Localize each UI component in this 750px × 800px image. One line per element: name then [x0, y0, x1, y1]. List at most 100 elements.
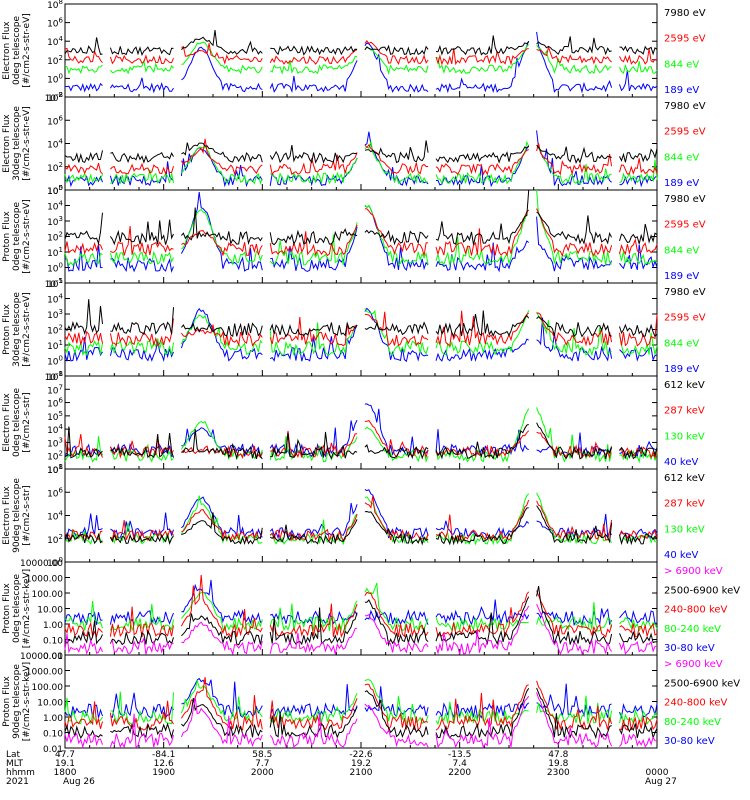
time-row-header: MLT [6, 759, 24, 769]
y-tick-label: 106 [47, 486, 63, 499]
legend-entry: 2595 eV [664, 313, 706, 324]
y-tick-label: 10-1 [45, 370, 63, 383]
time-row-header: Lat [6, 750, 21, 760]
y-tick-label: 108 [47, 0, 63, 11]
y-tick-label: 10.00 [37, 699, 63, 709]
y-tick-label: 102 [47, 533, 63, 546]
y-tick-label: 101 [47, 463, 63, 476]
legend-entry: 2500-6900 keV [664, 678, 740, 689]
y-axis-title-line: [#/cm2-s-str-keV] [22, 569, 32, 648]
y-axis-title: TEDProton Flux0deg telescope[#/cm2-s-str… [0, 199, 32, 274]
y-tick-label: 107 [47, 383, 63, 396]
y-axis-title: MEPEDElectron Flux0deg telescope[#/cm2-s… [0, 388, 32, 458]
legend-entry: 7980 eV [664, 287, 706, 298]
y-axis-title-line: [#/cm2-s-str-eV] [22, 106, 32, 181]
series-line-80-240-kev [64, 679, 658, 726]
y-axis-title-line: TED [0, 134, 2, 153]
y-axis-title-line: 90deg telescope [12, 664, 22, 739]
panel-3: 10-1 100 101 102 103 104 105 TEDProton Flux0deg… [0, 184, 706, 290]
y-axis-title-line: 90deg telescope [12, 478, 22, 553]
y-tick-label: 0.01 [43, 745, 63, 755]
series-line-844-ev [64, 307, 658, 357]
legend-entry: 287 keV [664, 406, 705, 417]
y-tick-label: 0.10 [43, 730, 63, 740]
y-tick-label: 105 [47, 410, 63, 423]
panel-4: 10-1 100 101 102 103 104 105 TEDProton Flux30de… [0, 277, 706, 383]
time-tick-lat: 47.7 [55, 750, 75, 760]
series-line-2595-ev [64, 208, 658, 258]
time-row-header: 2021 [6, 777, 29, 787]
y-tick-label: 104 [47, 423, 63, 436]
y-axis-title-line: [#/cm2-s-str] [22, 485, 32, 545]
legend-entry: 130 keV [664, 431, 705, 442]
date-end: Aug 27 [645, 777, 677, 787]
series-line-80-240-kev [64, 582, 658, 632]
y-tick-label: 105 [47, 277, 63, 290]
y-axis-title-line: 30deg telescope [12, 106, 22, 181]
legend-entry: 844 eV [664, 59, 699, 70]
y-tick-label: 103 [47, 215, 63, 228]
legend-entry: 40 keV [664, 550, 698, 561]
legend-entry: 7980 eV [664, 8, 706, 19]
y-axis-title-line: 0deg telescope [12, 16, 22, 86]
time-tick-hhmm: 1900 [152, 768, 175, 778]
series-line-40-kev [64, 403, 658, 459]
legend-entry: 240-800 keV [664, 698, 728, 709]
y-axis-title-line: Electron Flux [2, 486, 12, 545]
series-line-189-ev [64, 192, 658, 273]
y-tick-label: 106 [47, 17, 63, 30]
series-line-240-800-kev [64, 574, 658, 639]
time-tick-mlt: 19.8 [548, 759, 568, 769]
y-tick-label: 100 [47, 556, 63, 569]
y-axis-title-line: Electron Flux [2, 393, 12, 452]
series-line-612-kev [64, 422, 658, 460]
y-axis-title-line: MEPED [0, 500, 2, 532]
y-tick-label: 10000.00 [20, 652, 63, 662]
time-tick-lat: -13.5 [448, 750, 471, 760]
series-line-287-kev [64, 420, 658, 460]
time-tick-lat: 58.5 [252, 750, 272, 760]
y-tick-label: 102 [47, 161, 63, 174]
y-axis-title-line: TED [0, 227, 2, 246]
y-axis-title-line: TED [0, 41, 2, 60]
legend-entry: 189 eV [664, 271, 699, 282]
legend-entry: 7980 eV [664, 194, 706, 205]
time-row-header: hhmm [6, 768, 35, 778]
y-tick-label: 104 [47, 138, 63, 151]
y-axis-title-line: [#/cm2-s-str-eV] [22, 292, 32, 367]
series-line-844-ev [64, 41, 658, 76]
series-line-2595-ev [64, 39, 658, 66]
series-line-130-kev [64, 492, 658, 546]
y-tick-label: 100 [47, 184, 63, 197]
time-tick-lat: -22.6 [349, 750, 373, 760]
series-line-7980-ev [64, 299, 658, 338]
y-tick-label: 1000.00 [26, 668, 63, 678]
time-tick-mlt: 12.6 [154, 759, 174, 769]
time-tick-hhmm: 2100 [350, 768, 373, 778]
y-axis-title: TEDProton Flux30deg telescope[#/cm2-s-st… [0, 292, 32, 367]
y-axis-title: TEDElectron Flux0deg telescope[#/cm2-s-s… [0, 13, 32, 88]
y-tick-label: 102 [47, 231, 63, 244]
y-tick-label: 104 [47, 510, 63, 523]
series-line-2595-ev [64, 138, 658, 176]
y-axis-title-line: MEPED [0, 686, 2, 718]
y-tick-label: 1.00 [43, 714, 63, 724]
y-tick-label: 100 [47, 72, 63, 85]
y-axis-title-line: [#/cm2-s-str-eV] [22, 199, 32, 274]
time-tick-hhmm: 1800 [54, 768, 77, 778]
y-axis-title-line: Proton Flux [2, 304, 12, 355]
time-tick-hhmm: 2200 [448, 768, 471, 778]
panel-frame [64, 654, 658, 749]
y-axis-title-line: Proton Flux [2, 211, 12, 262]
series-line-189-ev [64, 31, 658, 94]
y-axis-title-line: TED [0, 320, 2, 339]
y-axis-title-line: [#/cm2-s-str] [22, 392, 32, 452]
y-tick-label: 0.01 [43, 652, 63, 662]
y-axis-title: TEDElectron Flux30deg telescope[#/cm2-s-… [0, 106, 32, 181]
panel-8: 0.010.101.0010.00100.001000.0010000.00ME… [0, 652, 740, 755]
legend-entry: 80-240 keV [664, 624, 721, 635]
legend-entry: 7980 eV [664, 101, 706, 112]
time-tick-lat: -84.1 [152, 750, 175, 760]
series-line-30-80-kev [64, 579, 657, 627]
